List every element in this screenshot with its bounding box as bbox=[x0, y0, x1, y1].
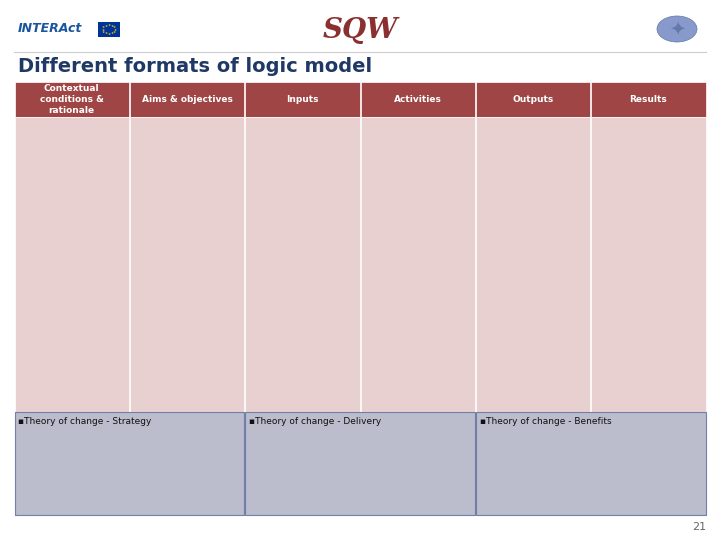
Text: ▪Theory of change - Benefits: ▪Theory of change - Benefits bbox=[480, 417, 611, 426]
Bar bbox=[591, 82, 706, 117]
Text: Inputs: Inputs bbox=[286, 95, 318, 104]
Text: Aims & objectives: Aims & objectives bbox=[142, 95, 233, 104]
Text: ★: ★ bbox=[110, 24, 114, 28]
Text: ★: ★ bbox=[112, 25, 116, 29]
Text: ★: ★ bbox=[102, 25, 105, 29]
Text: ▪Theory of change - Strategy: ▪Theory of change - Strategy bbox=[19, 417, 152, 426]
Text: ★: ★ bbox=[104, 31, 107, 36]
Text: Results: Results bbox=[629, 95, 667, 104]
Bar bbox=[246, 82, 359, 117]
Bar bbox=[130, 117, 244, 412]
Bar bbox=[14, 117, 129, 412]
Text: ★: ★ bbox=[102, 28, 104, 31]
Bar bbox=[476, 117, 590, 412]
Bar bbox=[246, 117, 359, 412]
Text: ★: ★ bbox=[107, 32, 111, 36]
Text: ★: ★ bbox=[114, 28, 117, 31]
Bar bbox=[476, 82, 590, 117]
Text: INTERAct: INTERAct bbox=[18, 22, 82, 35]
Bar bbox=[98, 22, 120, 37]
Ellipse shape bbox=[657, 16, 697, 42]
Bar bbox=[361, 117, 474, 412]
Text: 21: 21 bbox=[692, 522, 706, 532]
Text: Activities: Activities bbox=[394, 95, 441, 104]
Text: Outputs: Outputs bbox=[513, 95, 554, 104]
Bar bbox=[130, 82, 244, 117]
Text: ✦: ✦ bbox=[669, 19, 685, 38]
Text: ★: ★ bbox=[112, 30, 116, 33]
Text: SQW: SQW bbox=[323, 17, 397, 44]
Text: ★: ★ bbox=[110, 31, 114, 36]
Bar bbox=[246, 412, 474, 515]
Bar bbox=[14, 412, 244, 515]
Bar bbox=[361, 82, 474, 117]
Text: ★: ★ bbox=[104, 24, 107, 28]
Text: ▪Theory of change - Delivery: ▪Theory of change - Delivery bbox=[249, 417, 382, 426]
Text: Different formats of logic model: Different formats of logic model bbox=[18, 57, 372, 77]
Text: ★: ★ bbox=[107, 23, 111, 27]
Bar bbox=[476, 412, 706, 515]
Text: ★: ★ bbox=[102, 30, 105, 33]
Text: Contextual
conditions &
rationale: Contextual conditions & rationale bbox=[40, 84, 104, 115]
Bar bbox=[591, 117, 706, 412]
Bar bbox=[14, 82, 129, 117]
